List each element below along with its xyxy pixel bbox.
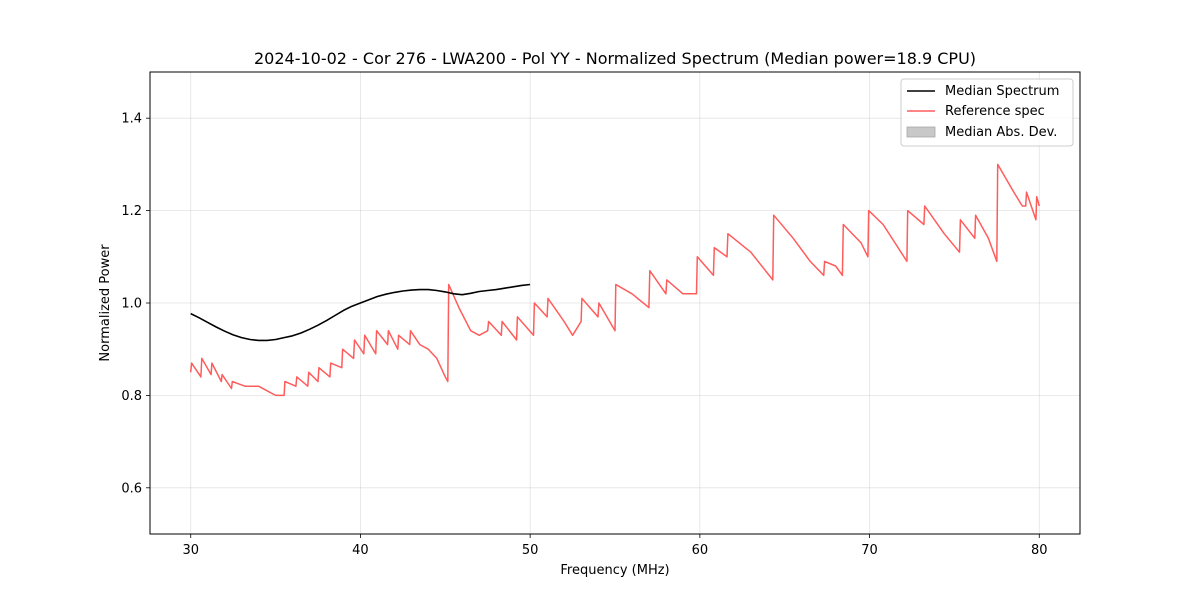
x-tick-label: 50 <box>522 543 539 558</box>
reference-spec-line <box>189 163 1041 397</box>
legend-mad-swatch <box>906 126 936 138</box>
legend-box <box>900 78 1074 147</box>
y-tick-label: 0.6 <box>121 481 142 496</box>
x-tick-label: 70 <box>861 543 878 558</box>
y-tick-label: 1.4 <box>121 112 142 127</box>
y-tick-label: 1.0 <box>121 297 142 312</box>
y-tick-label: 1.2 <box>121 204 142 219</box>
legend: Median Spectrum Reference spec Median Ab… <box>900 78 1074 147</box>
x-tick-label: 80 <box>1031 543 1048 558</box>
x-tick-label: 60 <box>692 543 709 558</box>
y-tick-label: 0.8 <box>121 389 142 404</box>
legend-mad-label: Median Abs. Dev. <box>945 125 1057 140</box>
x-tick-label: 30 <box>182 543 199 558</box>
series-layer <box>189 163 1041 397</box>
y-axis-label: Normalized Power <box>98 244 113 362</box>
legend-median-spectrum-label: Median Spectrum <box>945 84 1059 99</box>
median-spectrum-line <box>190 283 531 342</box>
legend-reference-spec-label: Reference spec <box>945 104 1045 119</box>
x-tick-label: 40 <box>352 543 369 558</box>
chart-title: 2024-10-02 - Cor 276 - LWA200 - Pol YY -… <box>254 49 976 68</box>
x-axis-label: Frequency (MHz) <box>560 563 669 578</box>
ticks: 30 40 50 60 70 80 0.6 0.8 1.0 1.2 1.4 <box>121 112 1047 558</box>
